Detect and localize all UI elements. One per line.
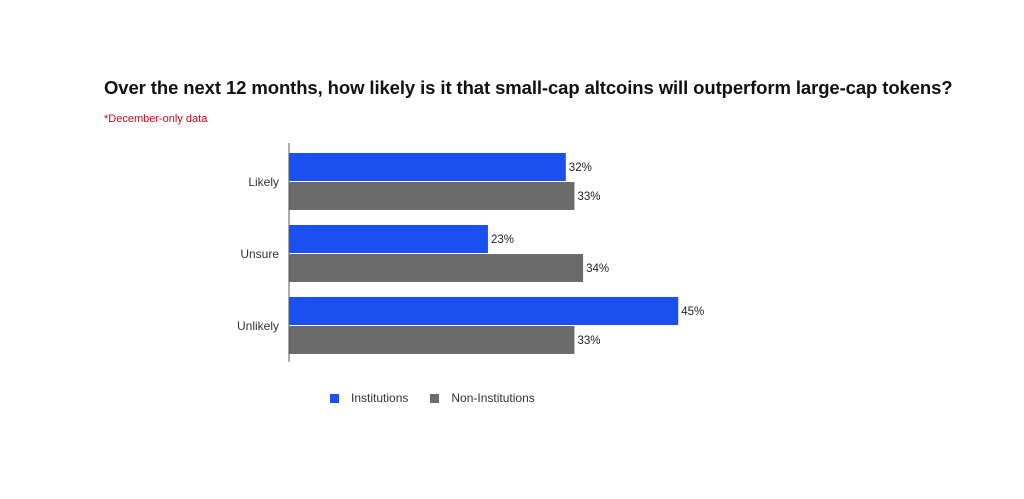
bar-unsure-institutions	[289, 225, 488, 253]
bar-unlikely-non-institutions	[289, 326, 575, 354]
category-label-unlikely: Unlikely	[237, 319, 279, 333]
bar-likely-institutions	[289, 153, 566, 181]
legend-item-institutions: Institutions	[330, 391, 408, 405]
data-label-likely-institutions: 32%	[569, 162, 592, 174]
chart-title: Over the next 12 months, how likely is i…	[104, 77, 953, 98]
chart-legend: Institutions Non-Institutions	[330, 391, 557, 405]
data-label-unlikely-institutions: 45%	[681, 306, 704, 318]
data-label-likely-non-institutions: 33%	[577, 191, 600, 203]
legend-label-non-institutions: Non-Institutions	[451, 391, 535, 405]
data-label-unsure-institutions: 23%	[491, 234, 514, 246]
category-label-unsure: Unsure	[240, 247, 279, 261]
legend-item-non-institutions: Non-Institutions	[430, 391, 535, 405]
legend-swatch-institutions	[330, 393, 339, 403]
legend-label-institutions: Institutions	[351, 391, 409, 405]
bar-likely-non-institutions	[289, 182, 575, 210]
bar-unsure-non-institutions	[289, 254, 584, 282]
data-label-unlikely-non-institutions: 33%	[577, 335, 600, 347]
bar-unlikely-institutions	[289, 297, 679, 325]
category-label-likely: Likely	[248, 175, 279, 189]
legend-swatch-non-institutions	[430, 393, 440, 403]
data-label-unsure-non-institutions: 34%	[586, 263, 609, 275]
chart-note: *December-only data	[104, 113, 208, 125]
